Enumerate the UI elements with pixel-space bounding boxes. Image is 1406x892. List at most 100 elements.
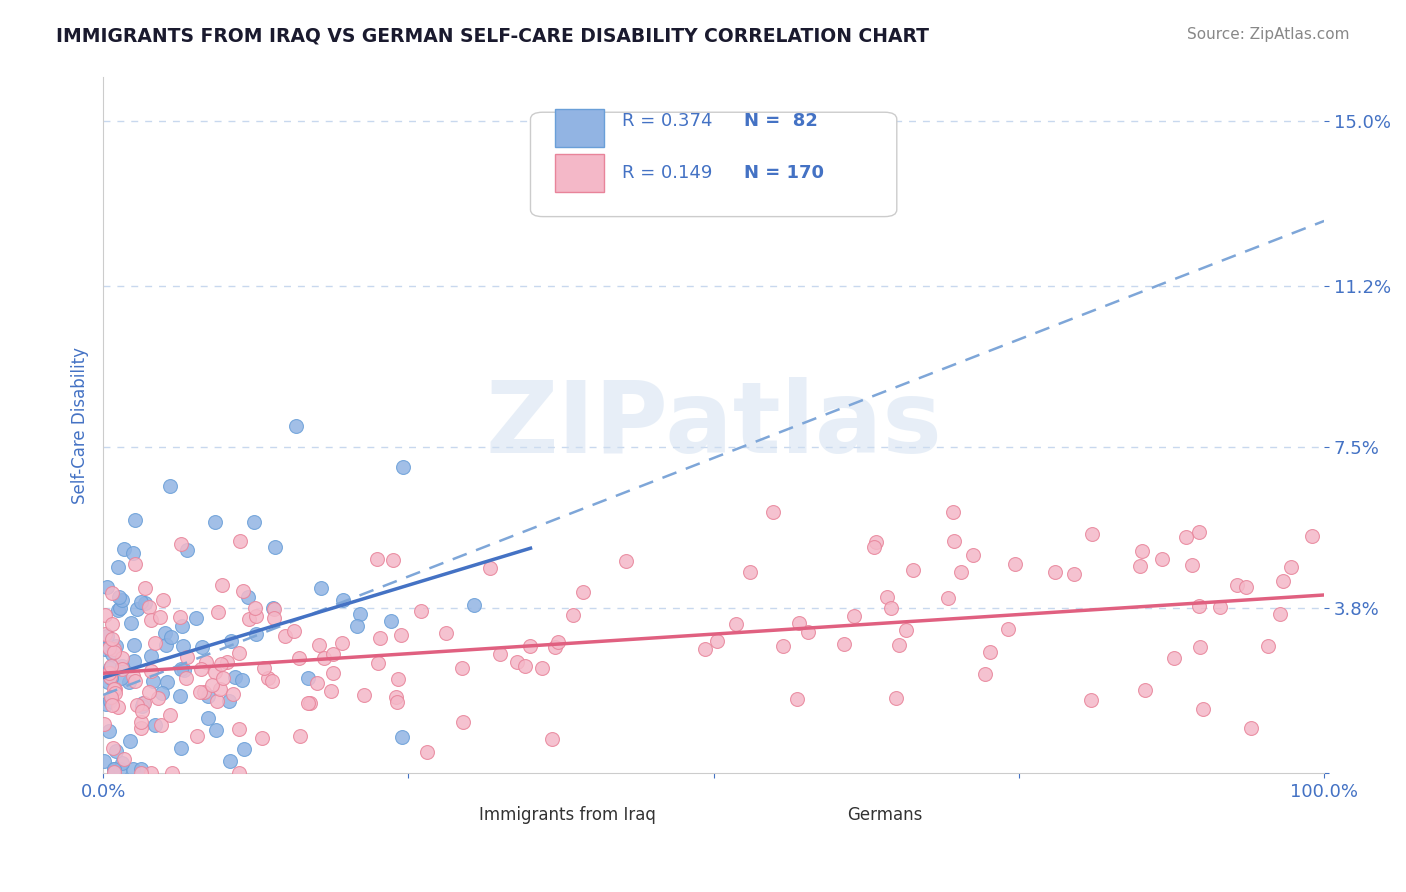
Point bbox=[105, 744, 128, 758]
Point bbox=[1272, 574, 1295, 589]
Point bbox=[724, 617, 747, 632]
Point bbox=[204, 665, 226, 680]
Point bbox=[100, 671, 122, 685]
Point bbox=[193, 685, 215, 699]
Point bbox=[1132, 544, 1154, 558]
Point bbox=[614, 553, 637, 567]
Point bbox=[243, 515, 266, 529]
Point bbox=[876, 591, 898, 605]
Point bbox=[832, 637, 855, 651]
Point bbox=[299, 696, 322, 710]
Point bbox=[103, 644, 125, 658]
Point bbox=[134, 581, 156, 595]
Point bbox=[111, 659, 134, 673]
Point bbox=[349, 607, 371, 622]
Point bbox=[108, 590, 131, 604]
Point bbox=[1063, 567, 1085, 582]
Point bbox=[96, 629, 118, 643]
Point bbox=[207, 605, 229, 619]
Point bbox=[228, 766, 250, 780]
Point bbox=[880, 601, 903, 615]
Point bbox=[409, 604, 432, 618]
Point bbox=[97, 674, 120, 689]
Point bbox=[332, 593, 354, 607]
Point bbox=[943, 533, 966, 548]
Point bbox=[889, 638, 911, 652]
Point bbox=[544, 640, 567, 655]
Point bbox=[450, 661, 472, 675]
Point bbox=[796, 624, 818, 639]
Point bbox=[260, 674, 283, 689]
Y-axis label: Self-Care Disability: Self-Care Disability bbox=[72, 347, 89, 504]
Point bbox=[209, 657, 232, 672]
Point bbox=[111, 662, 134, 676]
Point bbox=[531, 661, 554, 675]
Point bbox=[138, 600, 160, 615]
Point bbox=[862, 540, 884, 554]
Point bbox=[101, 632, 124, 646]
Point bbox=[149, 609, 172, 624]
Point bbox=[370, 631, 392, 645]
Point bbox=[1191, 702, 1213, 716]
Point bbox=[245, 608, 267, 623]
Point bbox=[979, 645, 1001, 659]
Point bbox=[204, 516, 226, 530]
Point bbox=[387, 672, 409, 686]
FancyBboxPatch shape bbox=[806, 805, 835, 825]
Point bbox=[170, 662, 193, 676]
Point bbox=[1129, 558, 1152, 573]
Point bbox=[125, 601, 148, 615]
Point bbox=[263, 601, 285, 615]
Text: R = 0.149: R = 0.149 bbox=[621, 164, 713, 183]
Point bbox=[111, 756, 134, 771]
Point bbox=[107, 602, 129, 616]
Point bbox=[290, 729, 312, 743]
Point bbox=[762, 504, 785, 518]
Point bbox=[208, 682, 231, 697]
Point bbox=[1209, 600, 1232, 615]
Point bbox=[211, 671, 233, 685]
Point bbox=[949, 566, 972, 580]
Point bbox=[1181, 558, 1204, 572]
Point bbox=[129, 762, 152, 776]
Point bbox=[1150, 552, 1173, 566]
Point bbox=[176, 650, 198, 665]
Point bbox=[98, 641, 121, 656]
Point bbox=[112, 541, 135, 556]
Point bbox=[513, 659, 536, 673]
Point bbox=[118, 675, 141, 690]
Point bbox=[139, 664, 162, 678]
Point bbox=[1045, 565, 1067, 579]
Point bbox=[111, 651, 134, 665]
Point bbox=[1133, 682, 1156, 697]
Point bbox=[1257, 639, 1279, 653]
Point bbox=[110, 762, 132, 776]
Point bbox=[231, 673, 253, 687]
Point bbox=[1188, 524, 1211, 539]
Point bbox=[94, 697, 117, 711]
Point bbox=[152, 592, 174, 607]
Point bbox=[962, 548, 984, 562]
Point bbox=[416, 745, 439, 759]
Point bbox=[224, 670, 246, 684]
Point bbox=[122, 654, 145, 668]
Point bbox=[245, 601, 267, 615]
Point bbox=[122, 638, 145, 652]
Point bbox=[228, 646, 250, 660]
Point bbox=[190, 663, 212, 677]
Point bbox=[94, 627, 117, 641]
Point bbox=[322, 666, 344, 681]
Point bbox=[309, 581, 332, 595]
Point bbox=[100, 659, 122, 673]
Point bbox=[121, 546, 143, 560]
Point bbox=[489, 647, 512, 661]
Point bbox=[94, 607, 117, 622]
Point bbox=[97, 666, 120, 681]
Point bbox=[274, 629, 297, 643]
Point bbox=[142, 673, 165, 688]
Point bbox=[547, 635, 569, 649]
Point bbox=[381, 553, 404, 567]
Point bbox=[125, 698, 148, 713]
Point bbox=[132, 696, 155, 710]
Point bbox=[367, 656, 389, 670]
